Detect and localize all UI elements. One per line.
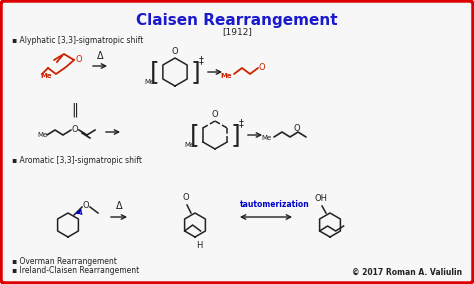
Text: tautomerization: tautomerization [240, 200, 310, 209]
Text: [: [ [150, 60, 160, 84]
Text: ‡: ‡ [199, 55, 204, 65]
Text: ‡: ‡ [239, 118, 244, 128]
Text: Δ: Δ [116, 201, 122, 211]
Text: ▪ Alyphatic [3,3]-sigmatropic shift: ▪ Alyphatic [3,3]-sigmatropic shift [12, 36, 143, 45]
Text: Me: Me [40, 73, 52, 79]
Text: [: [ [190, 123, 200, 147]
Text: O: O [83, 202, 90, 210]
Text: ‖: ‖ [72, 103, 78, 117]
Text: O: O [294, 124, 301, 133]
Text: O: O [259, 62, 265, 72]
Text: O: O [212, 110, 219, 119]
Text: ▪ Ireland-Claisen Rearrangement: ▪ Ireland-Claisen Rearrangement [12, 266, 139, 275]
Text: Δ: Δ [97, 51, 103, 61]
Text: O: O [72, 124, 79, 133]
Text: Me: Me [145, 79, 155, 85]
Text: Me: Me [37, 132, 47, 138]
Text: ]: ] [230, 123, 240, 147]
Text: OH: OH [315, 194, 328, 203]
Text: ▪ Aromatic [3,3]-sigmatropic shift: ▪ Aromatic [3,3]-sigmatropic shift [12, 156, 142, 165]
Text: O: O [76, 55, 82, 64]
Text: ]: ] [190, 60, 200, 84]
Text: O: O [182, 193, 189, 202]
Text: Me: Me [262, 135, 272, 141]
Text: ▪ Overman Rearrangement: ▪ Overman Rearrangement [12, 257, 117, 266]
Text: H: H [196, 241, 202, 250]
Text: Me: Me [185, 142, 195, 148]
Text: © 2017 Roman A. Valiulin: © 2017 Roman A. Valiulin [352, 268, 462, 277]
Text: [1912]: [1912] [222, 27, 252, 36]
Text: O: O [172, 47, 178, 56]
Text: Me: Me [220, 73, 232, 79]
Text: Claisen Rearrangement: Claisen Rearrangement [136, 13, 338, 28]
